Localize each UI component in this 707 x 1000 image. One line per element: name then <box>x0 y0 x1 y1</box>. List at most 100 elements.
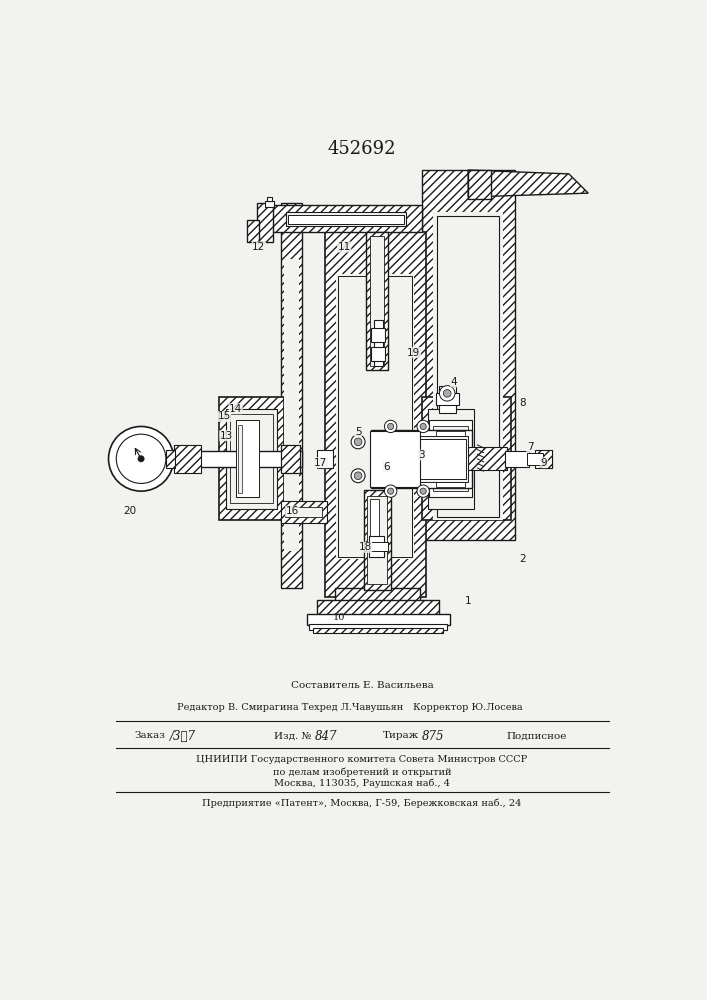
Text: Подписное: Подписное <box>507 732 567 740</box>
Text: 2: 2 <box>519 554 526 564</box>
Text: Изд. №: Изд. № <box>274 732 312 740</box>
Text: 12: 12 <box>252 242 266 252</box>
Bar <box>371 328 385 342</box>
Bar <box>286 212 406 226</box>
Bar <box>284 259 299 551</box>
Text: Заказ: Заказ <box>135 732 165 740</box>
Bar <box>257 203 273 242</box>
Text: 3: 3 <box>419 450 425 460</box>
Bar <box>369 536 385 557</box>
Circle shape <box>387 423 394 430</box>
Bar <box>226 409 276 509</box>
Text: Редактор В. Смирагина Техред Л.Чавушьян: Редактор В. Смирагина Техред Л.Чавушьян <box>177 703 403 712</box>
Bar <box>534 450 552 468</box>
Bar <box>317 600 440 616</box>
Text: 18: 18 <box>358 542 372 552</box>
Bar <box>247 220 259 242</box>
Bar <box>281 203 303 588</box>
Text: 15: 15 <box>217 411 230 421</box>
Bar <box>238 425 242 493</box>
Bar <box>265 201 274 207</box>
Text: Корректор Ю.Лосева: Корректор Ю.Лосева <box>414 703 523 712</box>
Bar <box>433 426 468 491</box>
Bar <box>527 453 542 465</box>
Bar <box>370 499 379 536</box>
Bar <box>218 397 284 520</box>
Bar <box>429 420 472 497</box>
Bar <box>421 170 515 540</box>
Text: 6: 6 <box>383 462 390 472</box>
Circle shape <box>116 434 166 483</box>
Text: Предприятие «Патент», Москва, Г-59, Бережковская наб., 24: Предприятие «Патент», Москва, Г-59, Бере… <box>202 798 522 808</box>
Text: 16: 16 <box>286 506 299 516</box>
Text: 847: 847 <box>315 730 337 742</box>
Text: 17: 17 <box>314 458 327 468</box>
Bar <box>267 197 272 201</box>
Bar <box>436 393 459 405</box>
Bar <box>437 216 499 517</box>
Bar <box>230 414 273 503</box>
Bar <box>370 235 384 366</box>
Bar <box>421 397 510 520</box>
Bar <box>370 431 420 487</box>
Bar <box>438 386 456 413</box>
Bar <box>373 320 383 366</box>
Circle shape <box>443 389 451 397</box>
Text: 8: 8 <box>519 398 526 408</box>
Bar <box>335 588 420 602</box>
Text: 5: 5 <box>355 427 361 437</box>
Bar <box>166 450 175 468</box>
Bar <box>337 274 414 559</box>
Circle shape <box>351 435 365 449</box>
Text: Москва, 113035, Раушская наб., 4: Москва, 113035, Раушская наб., 4 <box>274 778 450 788</box>
Circle shape <box>354 438 362 446</box>
Circle shape <box>385 420 397 433</box>
Bar <box>366 232 387 370</box>
Bar <box>313 628 443 633</box>
Text: Тираж: Тираж <box>383 732 419 740</box>
Bar <box>368 496 387 584</box>
Bar <box>468 170 491 199</box>
Bar <box>281 501 327 523</box>
Circle shape <box>138 456 144 462</box>
Bar <box>166 451 301 466</box>
Bar <box>309 624 448 630</box>
Circle shape <box>417 485 429 497</box>
Text: /3ℬ7: /3ℬ7 <box>170 730 196 742</box>
Text: 9: 9 <box>541 458 547 468</box>
Polygon shape <box>468 170 588 197</box>
Circle shape <box>385 485 397 497</box>
Text: 4: 4 <box>451 377 457 387</box>
Bar <box>371 347 385 361</box>
Circle shape <box>354 472 362 480</box>
Bar <box>506 451 529 466</box>
Circle shape <box>387 488 394 494</box>
Bar <box>267 205 421 232</box>
Circle shape <box>420 488 426 494</box>
Bar <box>174 445 201 473</box>
Bar <box>371 430 472 488</box>
Bar <box>378 439 466 479</box>
Text: 7: 7 <box>527 442 534 452</box>
Text: 452692: 452692 <box>328 140 396 158</box>
Bar <box>307 614 450 625</box>
Bar <box>436 431 465 487</box>
Text: 19: 19 <box>407 348 421 358</box>
Text: 10: 10 <box>332 613 345 622</box>
Text: 13: 13 <box>220 431 233 441</box>
Text: ЦНИИПИ Государственного комитета Совета Министров СССР: ЦНИИПИ Государственного комитета Совета … <box>197 755 527 764</box>
Bar <box>375 436 468 482</box>
Text: 875: 875 <box>421 730 444 742</box>
Circle shape <box>351 469 365 483</box>
Bar <box>468 447 507 470</box>
Circle shape <box>420 423 426 430</box>
Bar <box>281 445 300 473</box>
Bar <box>288 215 404 224</box>
Bar <box>433 212 503 520</box>
Bar <box>325 232 426 597</box>
Text: 20: 20 <box>123 506 136 516</box>
Bar <box>317 450 332 468</box>
Text: Составитель Е. Васильева: Составитель Е. Васильева <box>291 681 433 690</box>
Bar <box>366 542 387 551</box>
Circle shape <box>109 426 174 491</box>
